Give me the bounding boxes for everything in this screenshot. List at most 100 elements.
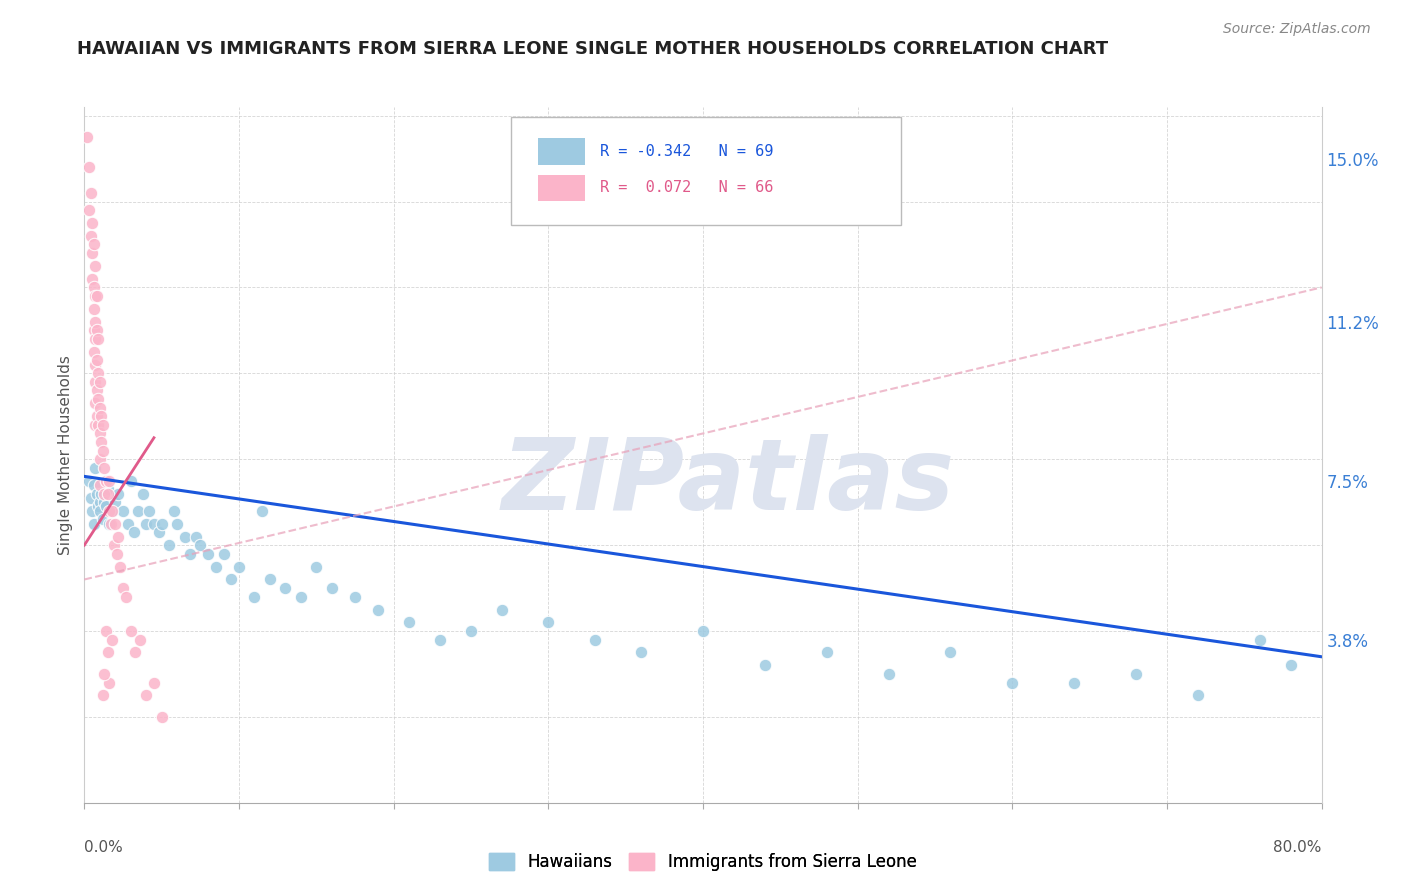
Point [84, 417, 107, 432]
Point [132, 486, 155, 500]
Point [117, 516, 139, 531]
Point [87, 392, 110, 406]
Point [93, 667, 115, 681]
Point [108, 559, 131, 574]
Point [143, 516, 166, 531]
Point [135, 516, 157, 531]
Point [815, 645, 838, 659]
Point [86, 409, 108, 424]
Text: 0.0%: 0.0% [84, 839, 124, 855]
Point [79, 228, 101, 243]
Point [150, 516, 173, 531]
Point [398, 615, 420, 630]
Point [86, 323, 108, 337]
Legend: Hawaiians, Immigrants from Sierra Leone: Hawaiians, Immigrants from Sierra Leone [482, 847, 924, 878]
Point [290, 590, 312, 604]
Point [159, 538, 181, 552]
Point [1279, 658, 1302, 673]
Point [90, 435, 112, 450]
FancyBboxPatch shape [538, 175, 585, 201]
Point [91, 512, 114, 526]
Point [939, 645, 962, 659]
Point [321, 581, 343, 595]
Point [243, 590, 266, 604]
Point [103, 538, 125, 552]
Point [129, 632, 152, 647]
Point [305, 559, 328, 574]
Point [583, 632, 606, 647]
Point [77, 160, 100, 174]
Point [120, 474, 142, 488]
Text: ZIPatlas: ZIPatlas [501, 434, 955, 532]
Point [77, 203, 100, 218]
Point [83, 301, 105, 316]
Point [274, 581, 297, 595]
Point [93, 486, 115, 500]
Point [429, 632, 451, 647]
Point [143, 675, 166, 690]
Point [83, 280, 105, 294]
Point [93, 495, 115, 509]
Point [1187, 689, 1209, 703]
Point [79, 186, 101, 200]
Point [184, 529, 207, 543]
Point [84, 315, 107, 329]
Point [84, 332, 107, 346]
Point [107, 486, 129, 500]
Point [86, 384, 108, 398]
Point [107, 529, 129, 543]
Point [112, 504, 135, 518]
Point [91, 417, 114, 432]
Point [630, 645, 652, 659]
Point [115, 590, 138, 604]
Point [94, 474, 117, 488]
Point [82, 246, 104, 260]
Point [84, 358, 107, 372]
Point [491, 602, 513, 616]
Point [205, 559, 228, 574]
Point [252, 504, 274, 518]
Point [79, 491, 101, 505]
Point [89, 426, 111, 441]
Point [94, 500, 117, 514]
Point [101, 504, 124, 518]
Point [83, 516, 105, 531]
Point [82, 504, 104, 518]
Point [537, 615, 560, 630]
Point [135, 689, 157, 703]
Point [101, 504, 124, 518]
Point [97, 483, 120, 497]
Point [98, 504, 121, 518]
Point [101, 632, 124, 647]
Point [104, 516, 127, 531]
Point [87, 367, 110, 381]
Point [84, 396, 107, 410]
Point [344, 590, 367, 604]
FancyBboxPatch shape [538, 138, 585, 165]
Point [89, 504, 111, 518]
Point [124, 645, 146, 659]
Point [83, 478, 105, 492]
Point [754, 658, 776, 673]
Point [91, 443, 114, 458]
Point [460, 624, 482, 638]
Point [86, 486, 108, 500]
Text: Source: ZipAtlas.com: Source: ZipAtlas.com [1223, 22, 1371, 37]
Point [1125, 667, 1147, 681]
Point [877, 667, 900, 681]
Point [77, 474, 100, 488]
Point [197, 547, 219, 561]
Point [104, 495, 127, 509]
Point [86, 289, 108, 303]
Point [82, 272, 104, 286]
Point [89, 452, 111, 467]
Point [83, 344, 105, 359]
Text: R =  0.072   N = 66: R = 0.072 N = 66 [600, 180, 773, 195]
Point [84, 259, 107, 273]
Point [87, 500, 110, 514]
FancyBboxPatch shape [512, 118, 901, 226]
Point [259, 573, 281, 587]
Point [98, 474, 121, 488]
Point [212, 547, 235, 561]
Point [87, 332, 110, 346]
